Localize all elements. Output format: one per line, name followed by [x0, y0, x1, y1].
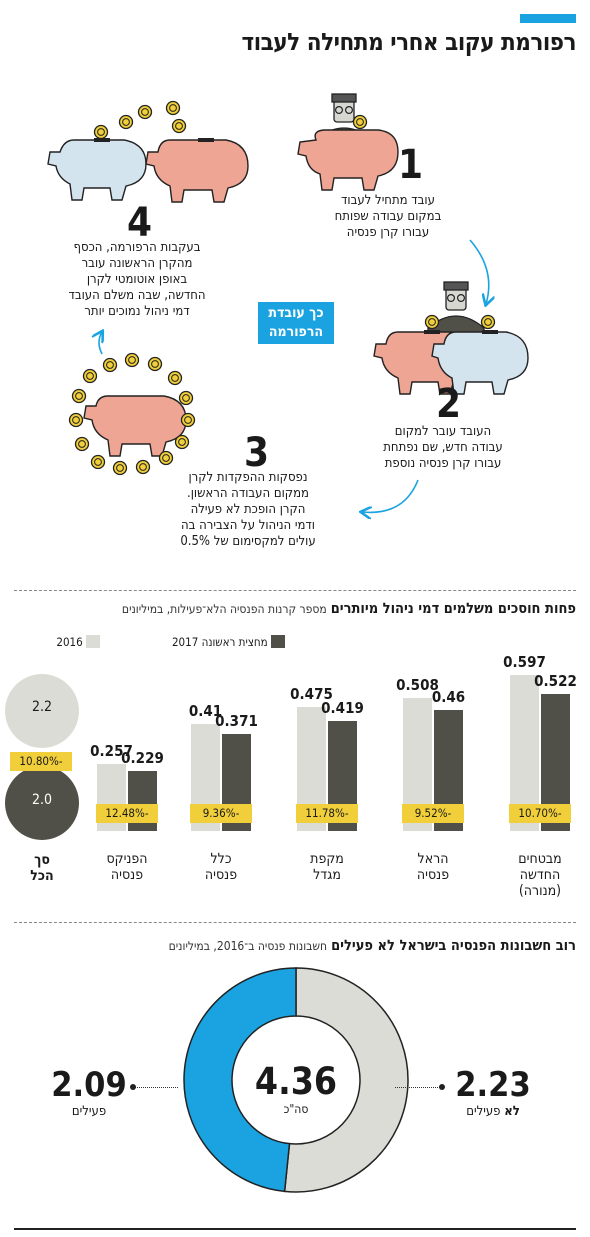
reform-illustration	[47, 93, 529, 580]
inactive-value: 2.23	[455, 1065, 531, 1105]
total-2017-circle	[5, 766, 79, 840]
section-divider-1	[14, 590, 576, 591]
bar-2017-value-label: 0.229	[121, 749, 164, 767]
page-title: רפורמת עקוב אחרי מתחילה לעבוד	[241, 28, 577, 56]
active-value: 2.09	[51, 1065, 127, 1105]
legend-2016-swatch	[86, 635, 100, 648]
step4-text: בעקבות הרפורמה, הכסף מהקרן הראשונה עובר בא…	[68, 240, 206, 319]
inactive-label: לא פעילים	[466, 1104, 520, 1119]
category-label: מקפת מגדל	[310, 851, 344, 883]
change-badge: -9.52%	[402, 804, 464, 823]
legend-2016: 2016	[56, 635, 100, 649]
step4-number: 4	[127, 200, 153, 246]
donut-slice-active	[183, 967, 297, 1193]
bar-2017	[541, 694, 570, 831]
bar-2016-value-label: 0.508	[396, 675, 439, 694]
step1-piggy-bank-icon	[297, 114, 399, 191]
section-divider-2	[14, 922, 576, 923]
bar-2016-value-label: 0.597	[503, 652, 546, 671]
bar-2016	[191, 723, 220, 831]
category-label: כלל פנסיה	[204, 851, 238, 883]
total-2017-value: 2.0	[31, 792, 53, 808]
bar-2017-value-label: 0.419	[321, 699, 364, 718]
step2-number: 2	[436, 381, 462, 427]
arrow-step3-to-step4	[99, 332, 102, 355]
bar-2017	[128, 771, 157, 831]
inactive-leader-dot	[439, 1084, 445, 1090]
donut-total-value: 4.36	[254, 1060, 338, 1103]
header-accent-bar	[520, 14, 576, 23]
donut-slice-inactive	[283, 967, 409, 1193]
bar-2017-value-label: 0.522	[534, 672, 577, 691]
legend-2017: מחצית ראשונה 2017	[172, 635, 285, 649]
category-label: מבטחים החדשה (מנורה)	[518, 851, 562, 899]
bar-chart-title: פחות חוסכים משלמים דמי ניהול מיותרים מספ…	[121, 601, 576, 617]
step2-piggy-banks-icon	[373, 314, 529, 395]
step2-person-icon	[427, 281, 485, 337]
active-label: פעילים	[71, 1104, 107, 1119]
arrow-step1-to-step2	[469, 239, 489, 304]
arrow-step2-to-step3	[362, 479, 419, 512]
inactive-leader-line	[395, 1087, 442, 1088]
donut-total-label: סה"כ	[283, 1102, 309, 1116]
step3-text: נפסקות ההפקדות לקרן ממקום העבודה הראשון. ה…	[180, 470, 316, 549]
bar-2016-value-label: 0.41	[188, 701, 223, 720]
total-label: סך הכל	[30, 852, 54, 884]
change-badge: -11.78%	[296, 804, 358, 823]
step3-number: 3	[244, 430, 270, 476]
category-label: הפניקס פנסיה	[106, 851, 148, 883]
change-badge: -9.36%	[190, 804, 252, 823]
bar-2016	[510, 674, 539, 831]
active-leader-line	[133, 1087, 178, 1088]
total-2016-circle	[5, 674, 79, 748]
donut-chart	[183, 967, 409, 1193]
bar-2017	[328, 721, 357, 831]
bar-2017	[222, 733, 251, 831]
step1-number: 1	[398, 142, 424, 188]
step2-text: העובד עובר למקום עבודה חדש, שם נפתחת עבורו…	[383, 424, 503, 471]
bottom-rule	[14, 1228, 576, 1230]
change-badge: -10.70%	[509, 804, 571, 823]
total-2016-value: 2.2	[31, 699, 53, 715]
donut-chart-title: רוב חשבונות הפנסיה בישראל לא פעילים חשבו…	[168, 938, 576, 954]
legend-2016-label: 2016	[56, 635, 83, 649]
totals-circles	[5, 674, 79, 840]
bar-2017	[434, 710, 463, 831]
bar-2016	[403, 697, 432, 831]
legend-2017-swatch	[271, 635, 285, 648]
bar-2016	[297, 706, 326, 831]
step1-text: עובד מתחיל לעבוד במקום עבודה שפותח עבורו ק…	[334, 193, 442, 240]
how-reform-works-tag: כך עובדת הרפורמה	[258, 302, 334, 344]
active-leader-dot	[130, 1084, 136, 1090]
legend-2017-label: מחצית ראשונה 2017	[171, 635, 268, 649]
bar-2016-value-label: 0.475	[290, 684, 333, 703]
change-badge: -12.48%	[96, 804, 158, 823]
total-change-badge: -10.80%	[10, 752, 72, 771]
bar-2017-value-label: 0.46	[431, 688, 466, 707]
step4-piggy-banks-icon	[47, 100, 249, 203]
bar-2017-value-label: 0.371	[215, 711, 258, 730]
category-label: הראל פנסיה	[416, 851, 450, 883]
bar-2016	[97, 763, 126, 831]
step3-piggy-bank-coin-ring-icon	[68, 352, 196, 476]
